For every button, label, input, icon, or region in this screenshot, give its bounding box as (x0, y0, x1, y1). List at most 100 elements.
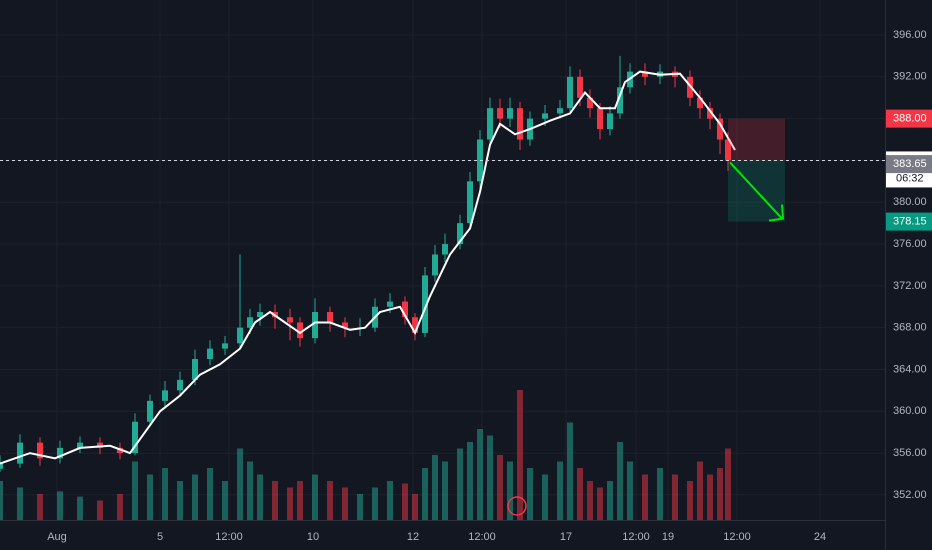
candle-body (607, 113, 613, 130)
price-tag (886, 109, 932, 128)
x-tick-label: 12 (407, 531, 419, 543)
volume-bar (192, 474, 198, 520)
x-tick-label: 5 (157, 531, 163, 543)
volume-bar (207, 468, 213, 520)
candle-body (587, 97, 593, 109)
y-tick-label: 372.00 (893, 280, 927, 292)
x-tick-label: 19 (662, 531, 674, 543)
volume-bar (725, 448, 731, 520)
volume-bar (387, 481, 393, 520)
x-tick-label: 24 (814, 531, 826, 543)
candle-body (162, 390, 168, 401)
y-tick-label: 380.00 (893, 196, 927, 208)
volume-bar (642, 474, 648, 520)
candle-body (207, 348, 213, 360)
event-icon[interactable] (507, 496, 527, 516)
volume-bar (147, 474, 153, 520)
volume-bar (507, 461, 513, 520)
volume-bar (432, 455, 438, 520)
candle-body (617, 87, 623, 114)
volume-bar (657, 468, 663, 520)
grid (0, 0, 885, 520)
candle-body (507, 108, 513, 119)
volume-bar (272, 481, 278, 520)
candle-body (257, 312, 263, 318)
volume-bar (707, 474, 713, 520)
candle-body (422, 275, 428, 333)
volume-bar (327, 481, 333, 520)
y-tick-label: 364.00 (893, 363, 927, 375)
volume-bar (497, 455, 503, 520)
candle-body (342, 322, 348, 328)
volume-bar (687, 481, 693, 520)
candle-body (497, 108, 503, 119)
candle-body (687, 76, 693, 98)
candle-body (0, 463, 3, 469)
candle-body (557, 108, 563, 114)
volume-bar (567, 422, 573, 520)
candle-body (542, 113, 548, 119)
y-tick-label: 392.00 (893, 71, 927, 83)
volume-bar (287, 487, 293, 520)
volume-bar (17, 487, 23, 520)
position-arrow (729, 161, 783, 220)
candle-body (57, 447, 63, 459)
volume-bar (557, 461, 563, 520)
y-tick-label: 360.00 (893, 405, 927, 417)
volume-bar (402, 483, 408, 520)
volume-bar (467, 442, 473, 520)
plot (0, 55, 885, 520)
x-tick-label: 12:00 (215, 531, 243, 543)
volume-bar (717, 468, 723, 520)
volume-bar (487, 435, 493, 520)
arrow-head (768, 204, 785, 222)
volume-bar (442, 461, 448, 520)
candle-body (725, 139, 731, 161)
candle-body (287, 317, 293, 323)
stop-zone (728, 118, 785, 161)
candle-body (432, 254, 438, 276)
candle-body (222, 343, 228, 349)
candle-body (707, 108, 713, 119)
x-tick-label: 12:00 (622, 531, 650, 543)
candle-body (192, 359, 198, 380)
volume-bar (542, 474, 548, 520)
volume-bar (257, 474, 263, 520)
volume-bar (357, 494, 363, 520)
volume-bar (237, 448, 243, 520)
y-tick-label: 396.00 (893, 29, 927, 41)
volume-bar (627, 461, 633, 520)
volume-bar (37, 494, 43, 520)
price-tag (886, 212, 932, 231)
volume-bar (162, 468, 168, 520)
volume-bar (412, 494, 418, 520)
x-tick-label: 17 (560, 531, 572, 543)
candle-body (487, 108, 493, 140)
volume-bar (117, 494, 123, 520)
volume-bar (177, 481, 183, 520)
candle-body (697, 97, 703, 109)
candle-body (237, 327, 243, 344)
volume-bar (297, 481, 303, 520)
volume-bar (77, 496, 83, 520)
candle-body (642, 71, 648, 77)
price-tag-label: 383.65 (893, 158, 927, 170)
volume-bar (342, 487, 348, 520)
volume-bar (132, 461, 138, 520)
volume-bar (372, 487, 378, 520)
volume-bar (527, 468, 533, 520)
x-tick-label: 10 (307, 531, 319, 543)
candle-body (412, 317, 418, 333)
candle-body (517, 108, 523, 140)
candle-body (312, 312, 318, 339)
axis: 352.00 356.00 360.00 364.00 368.00 372.00 376.… (47, 29, 932, 543)
candle-body (77, 442, 83, 448)
candle-body (387, 301, 393, 307)
volume-bar (587, 481, 593, 520)
volume-bar (222, 481, 228, 520)
volume-bar (672, 474, 678, 520)
y-tick-label: 356.00 (893, 447, 927, 459)
x-tick-label: 12:00 (723, 531, 751, 543)
